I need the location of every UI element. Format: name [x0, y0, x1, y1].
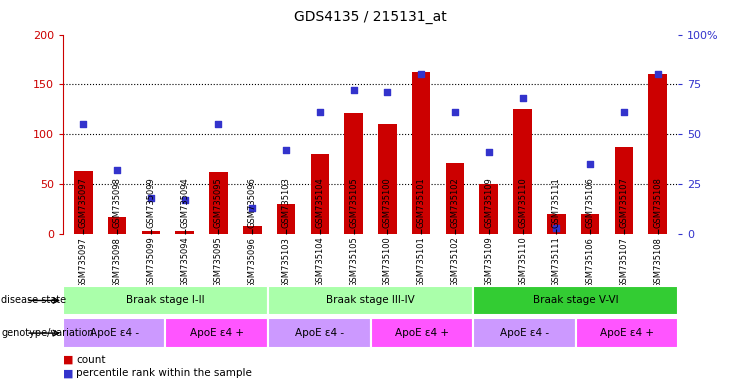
- Bar: [268, 318, 370, 348]
- Bar: [268, 286, 473, 315]
- Text: ■: ■: [63, 368, 73, 379]
- Point: [77, 121, 89, 127]
- Text: GSM735095: GSM735095: [214, 237, 223, 288]
- Bar: [378, 124, 396, 234]
- Text: count: count: [76, 355, 106, 365]
- Text: GSM735096: GSM735096: [247, 237, 256, 288]
- Text: GSM735108: GSM735108: [654, 237, 662, 288]
- Point: [551, 225, 562, 231]
- Text: GSM735103: GSM735103: [282, 237, 290, 288]
- Bar: [581, 214, 599, 234]
- Bar: [576, 318, 678, 348]
- Text: Braak stage I-II: Braak stage I-II: [126, 295, 205, 306]
- Point: [415, 71, 427, 78]
- Bar: [473, 318, 576, 348]
- Point: [382, 89, 393, 96]
- Text: disease state: disease state: [1, 295, 67, 306]
- Point: [111, 167, 123, 174]
- Bar: [107, 217, 127, 234]
- Text: GSM735109: GSM735109: [485, 237, 494, 288]
- Bar: [276, 204, 296, 234]
- Text: GSM735100: GSM735100: [383, 237, 392, 288]
- Bar: [142, 231, 160, 234]
- Point: [516, 95, 528, 101]
- Point: [449, 109, 461, 116]
- Bar: [63, 318, 165, 348]
- Bar: [310, 154, 329, 234]
- Text: GSM735097: GSM735097: [79, 237, 87, 288]
- Text: Braak stage V-VI: Braak stage V-VI: [533, 295, 618, 306]
- Text: ApoE ε4 -: ApoE ε4 -: [295, 328, 344, 338]
- Point: [280, 147, 292, 154]
- Text: GSM735098: GSM735098: [113, 237, 122, 288]
- Bar: [473, 286, 678, 315]
- Text: ApoE ε4 +: ApoE ε4 +: [190, 328, 244, 338]
- Text: GSM735107: GSM735107: [619, 237, 628, 288]
- Point: [584, 161, 596, 167]
- Text: GDS4135 / 215131_at: GDS4135 / 215131_at: [294, 10, 447, 23]
- Bar: [445, 163, 465, 234]
- Bar: [74, 171, 93, 234]
- Point: [179, 197, 190, 204]
- Text: GSM735106: GSM735106: [585, 237, 595, 288]
- Point: [652, 71, 664, 78]
- Point: [213, 121, 225, 127]
- Bar: [514, 109, 532, 234]
- Point: [145, 195, 157, 201]
- Bar: [345, 113, 363, 234]
- Bar: [547, 214, 565, 234]
- Point: [246, 205, 258, 211]
- Text: GSM735110: GSM735110: [518, 237, 527, 288]
- Bar: [370, 318, 473, 348]
- Bar: [243, 226, 262, 234]
- Text: Braak stage III-IV: Braak stage III-IV: [326, 295, 415, 306]
- Text: GSM735094: GSM735094: [180, 237, 189, 288]
- Text: genotype/variation: genotype/variation: [1, 328, 94, 338]
- Bar: [63, 286, 268, 315]
- Bar: [648, 74, 667, 234]
- Text: GSM735099: GSM735099: [146, 237, 156, 288]
- Bar: [209, 172, 227, 234]
- Text: GSM735101: GSM735101: [416, 237, 425, 288]
- Bar: [412, 71, 431, 234]
- Text: GSM735111: GSM735111: [552, 237, 561, 288]
- Bar: [165, 318, 268, 348]
- Bar: [614, 147, 634, 234]
- Text: GSM735104: GSM735104: [316, 237, 325, 288]
- Point: [314, 109, 326, 116]
- Text: percentile rank within the sample: percentile rank within the sample: [76, 368, 252, 379]
- Bar: [479, 184, 498, 234]
- Text: ■: ■: [63, 355, 73, 365]
- Text: GSM735105: GSM735105: [349, 237, 358, 288]
- Text: ApoE ε4 +: ApoE ε4 +: [599, 328, 654, 338]
- Point: [483, 149, 495, 156]
- Point: [348, 88, 359, 94]
- Text: ApoE ε4 +: ApoE ε4 +: [395, 328, 449, 338]
- Text: ApoE ε4 -: ApoE ε4 -: [499, 328, 549, 338]
- Point: [618, 109, 630, 116]
- Bar: [176, 231, 194, 234]
- Text: GSM735102: GSM735102: [451, 237, 459, 288]
- Text: ApoE ε4 -: ApoE ε4 -: [90, 328, 139, 338]
